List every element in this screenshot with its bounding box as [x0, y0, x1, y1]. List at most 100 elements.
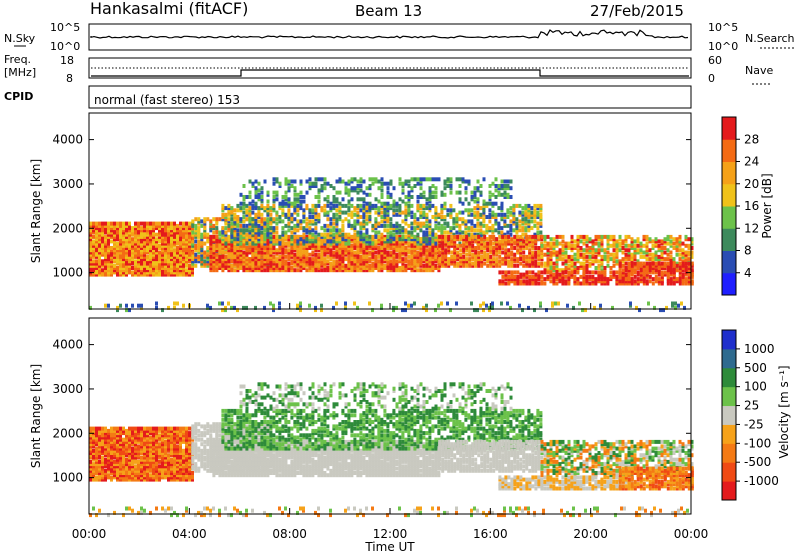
- range-cell: [416, 222, 419, 226]
- date-title: 27/Feb/2015: [590, 2, 684, 20]
- range-cell: [501, 184, 504, 188]
- range-cell: [269, 226, 272, 230]
- range-cell: [305, 228, 308, 232]
- range-cell: [374, 239, 377, 243]
- range-cell: [580, 235, 583, 239]
- range-cell: [384, 202, 387, 206]
- range-cell: [628, 248, 631, 252]
- range-cell: [191, 251, 194, 255]
- range-cell: [326, 259, 329, 263]
- range-cell: [161, 222, 164, 226]
- range-cell: [579, 275, 582, 279]
- range-cell: [308, 253, 311, 257]
- range-cell: [425, 206, 428, 210]
- range-cell: [405, 195, 408, 199]
- range-cell: [344, 217, 347, 221]
- range-cell: [260, 235, 263, 239]
- range-cell: [275, 239, 278, 243]
- range-cell: [637, 277, 640, 281]
- range-cell: [215, 253, 218, 257]
- range-cell: [443, 215, 446, 219]
- range-cell: [552, 273, 555, 277]
- range-cell: [530, 226, 533, 230]
- range-cell: [332, 213, 335, 217]
- range-cell: [528, 248, 531, 252]
- range-cell: [194, 253, 197, 257]
- range-cell: [556, 235, 559, 239]
- range-cell: [261, 186, 264, 190]
- range-cell: [197, 217, 200, 221]
- range-cell: [366, 202, 369, 206]
- range-cell: [471, 235, 474, 239]
- range-cell: [233, 259, 236, 263]
- range-cell: [311, 219, 314, 223]
- range-cell: [470, 219, 473, 223]
- range-cell: [428, 219, 431, 223]
- range-cell: [533, 208, 536, 212]
- range-cell: [275, 217, 278, 221]
- range-cell: [423, 177, 426, 181]
- range-cell: [634, 279, 637, 283]
- range-cell: [646, 242, 649, 246]
- range-cell: [320, 226, 323, 230]
- range-cell: [637, 244, 640, 248]
- range-cell: [287, 235, 290, 239]
- range-cell: [243, 195, 246, 199]
- range-cell: [263, 228, 266, 232]
- range-cell: [679, 257, 682, 261]
- range-cell: [521, 226, 524, 230]
- range-cell: [486, 242, 489, 246]
- range-cell: [251, 237, 254, 241]
- range-cell: [323, 224, 326, 228]
- range-cell: [474, 235, 477, 239]
- range-cell: [640, 262, 643, 266]
- range-cell: [486, 237, 489, 241]
- range-cell: [504, 184, 507, 188]
- range-cell: [574, 257, 577, 261]
- range-cell: [467, 208, 470, 212]
- range-cell: [212, 235, 215, 239]
- range-cell: [386, 228, 389, 232]
- range-cell: [676, 277, 679, 281]
- range-cell: [506, 215, 509, 219]
- range-cell: [233, 213, 236, 217]
- range-cell: [291, 184, 294, 188]
- range-cell: [607, 251, 610, 255]
- range-cell: [489, 191, 492, 195]
- range-cell: [453, 235, 456, 239]
- range-cell: [362, 233, 365, 237]
- range-cell: [287, 228, 290, 232]
- range-cell: [444, 193, 447, 197]
- range-cell: [264, 180, 267, 184]
- range-cell: [296, 219, 299, 223]
- range-cell: [170, 222, 173, 226]
- range-cell: [652, 244, 655, 248]
- range-cell: [667, 262, 670, 266]
- range-cell: [371, 262, 374, 266]
- range-cell: [468, 257, 471, 261]
- range-cell: [509, 219, 512, 223]
- range-cell: [191, 239, 194, 243]
- range-cell: [637, 237, 640, 241]
- range-cell: [411, 195, 414, 199]
- range-cell: [318, 177, 321, 181]
- range-cell: [450, 191, 453, 195]
- range-cell: [372, 177, 375, 181]
- range-cell: [519, 273, 522, 277]
- range-cell: [562, 262, 565, 266]
- range-cell: [284, 242, 287, 246]
- range-cell: [330, 184, 333, 188]
- range-cell: [625, 235, 628, 239]
- range-cell: [510, 270, 513, 274]
- range-cell: [398, 237, 401, 241]
- range-cell: [276, 177, 279, 181]
- range-cell: [413, 242, 416, 246]
- range-cell: [284, 224, 287, 228]
- range-cell: [339, 191, 342, 195]
- range-cell: [658, 244, 661, 248]
- range-cell: [432, 177, 435, 181]
- range-cell: [221, 204, 224, 208]
- range-cell: [341, 204, 344, 208]
- range-cell: [116, 242, 119, 246]
- range-cell: [293, 235, 296, 239]
